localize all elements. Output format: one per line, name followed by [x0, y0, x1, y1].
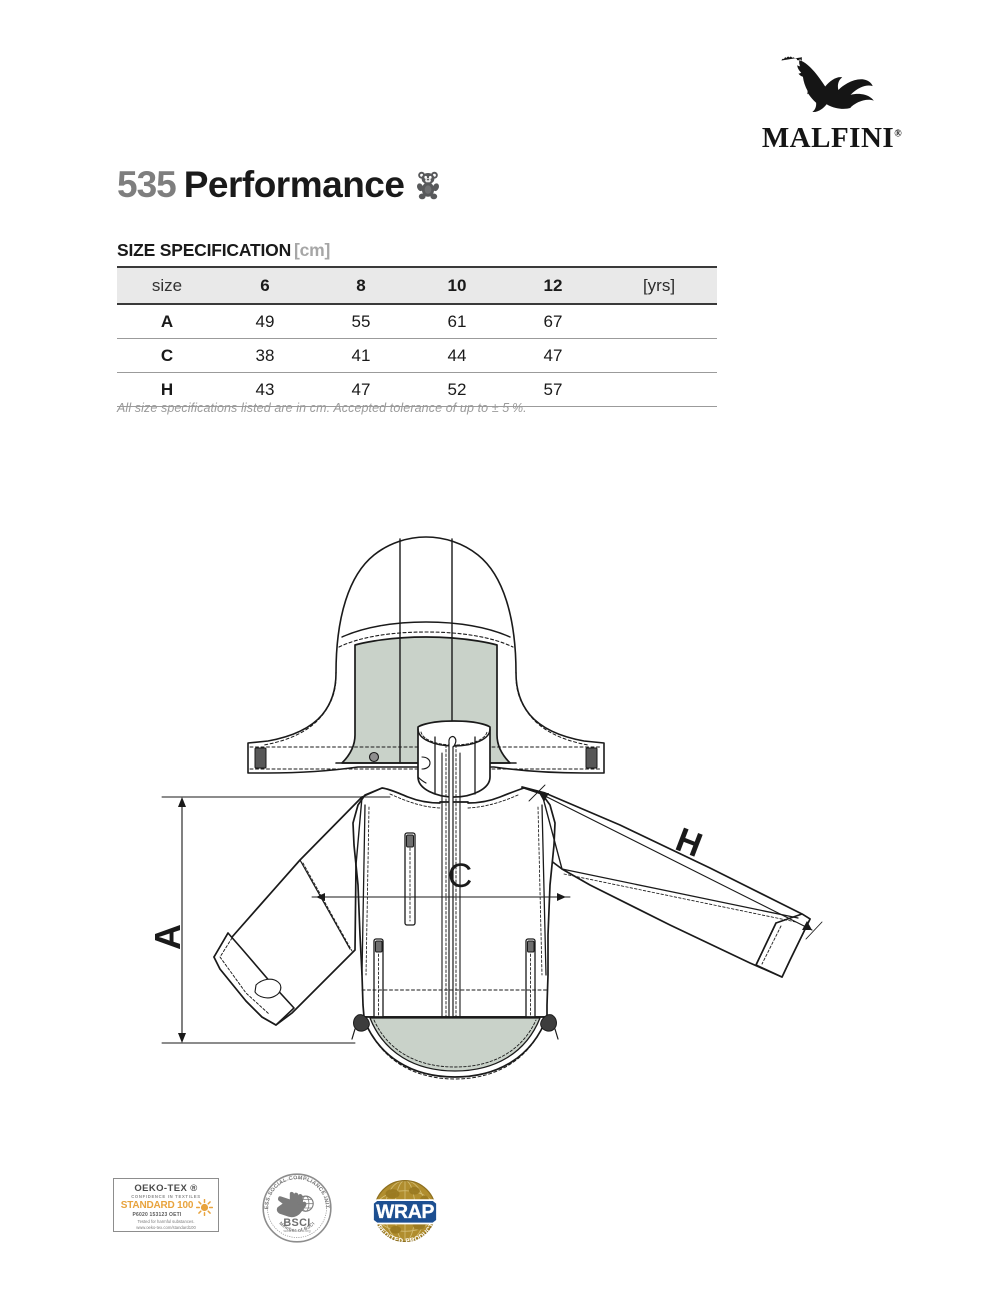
- cell-c-10: 44: [447, 345, 467, 365]
- oeko-tex-subtitle: CONFIDENCE IN TEXTILES: [131, 1194, 201, 1199]
- cell-a-6: 49: [255, 311, 275, 331]
- teddy-bear-icon: [416, 169, 442, 206]
- oeko-tex-standard: STANDARD 100: [120, 1200, 194, 1211]
- table-header-size-10: 10: [409, 266, 505, 305]
- table-header-row: size 6 8 10 12 [yrs]: [117, 266, 717, 305]
- brand-logo: MALFINI®: [757, 48, 907, 158]
- cell-h-12: 57: [543, 379, 563, 399]
- certification-badges: OEKO-TEX ® CONFIDENCE IN TEXTILES STANDA…: [113, 1168, 473, 1267]
- cell-a-unit: [601, 304, 717, 339]
- sun-icon: [196, 1199, 213, 1216]
- eagle-icon: [781, 56, 874, 112]
- cell-h-6: 43: [255, 379, 275, 399]
- svg-text:www.bsci-intl.org: www.bsci-intl.org: [284, 1229, 311, 1233]
- page-title: 535 Performance: [117, 166, 442, 206]
- size-tolerance-note: All size specifications listed are in cm…: [117, 401, 527, 415]
- jacket-technical-drawing: A C H: [150, 536, 823, 1080]
- table-header-size-6: 6: [217, 266, 313, 305]
- cell-c-12: 47: [543, 345, 563, 365]
- oeko-tex-footer: Tested for harmful substances. www.oeko-t…: [136, 1219, 196, 1231]
- table-header-size-8: 8: [313, 266, 409, 305]
- dimension-label-a: A: [150, 924, 188, 950]
- spec-heading-unit: [cm]: [294, 240, 331, 260]
- svg-text:BSCI: BSCI: [283, 1217, 310, 1229]
- bsci-badge: BUSINESS SOCIAL COMPLIANCE INITIATIVE Me…: [259, 1168, 333, 1249]
- oeko-tex-number: P6020 153123 OETI: [132, 1212, 182, 1218]
- cell-a-12: 67: [543, 311, 563, 331]
- table-row: H 43 47 52 57: [117, 373, 717, 407]
- cell-h-10: 52: [447, 379, 467, 399]
- product-code: 535: [117, 164, 177, 205]
- dimension-label-c: C: [448, 857, 473, 895]
- dimension-lines: [161, 784, 823, 1044]
- table-header-unit: [yrs]: [601, 266, 717, 305]
- brand-wordmark: MALFINI®: [761, 122, 903, 154]
- cell-a-8: 55: [351, 311, 371, 331]
- size-specification-heading: SIZE SPECIFICATION [cm]: [117, 240, 330, 261]
- table-header-size-label: size: [117, 266, 217, 305]
- product-name: Performance: [183, 164, 405, 205]
- cell-c-8: 41: [351, 345, 371, 365]
- svg-text:®: ®: [433, 1228, 437, 1235]
- cell-c-unit: [601, 339, 717, 373]
- cell-h-8: 47: [351, 379, 371, 399]
- table-row: C 38 41 44 47: [117, 339, 717, 373]
- svg-text:WRAP: WRAP: [376, 1201, 434, 1223]
- oeko-tex-title: OEKO-TEX ®: [134, 1183, 198, 1194]
- row-key-c: C: [160, 345, 174, 365]
- row-key-h: H: [160, 379, 174, 399]
- oeko-tex-badge: OEKO-TEX ® CONFIDENCE IN TEXTILES STANDA…: [113, 1178, 219, 1232]
- cell-a-10: 61: [447, 311, 467, 331]
- cell-c-6: 38: [255, 345, 275, 365]
- table-header-size-12: 12: [505, 266, 601, 305]
- wrap-badge: WORLDWIDE RESPONSIBLE ACCREDITED PRODUCT…: [366, 1172, 444, 1255]
- table-row: A 49 55 61 67: [117, 304, 717, 339]
- cell-h-unit: [601, 373, 717, 407]
- row-key-a: A: [160, 311, 174, 331]
- hood-illustration: [247, 536, 605, 774]
- spec-heading-text: SIZE SPECIFICATION: [117, 240, 292, 260]
- size-specification-table: size 6 8 10 12 [yrs] A 49 55 61 67 C 38 …: [117, 266, 717, 407]
- jacket-body: [213, 720, 811, 1080]
